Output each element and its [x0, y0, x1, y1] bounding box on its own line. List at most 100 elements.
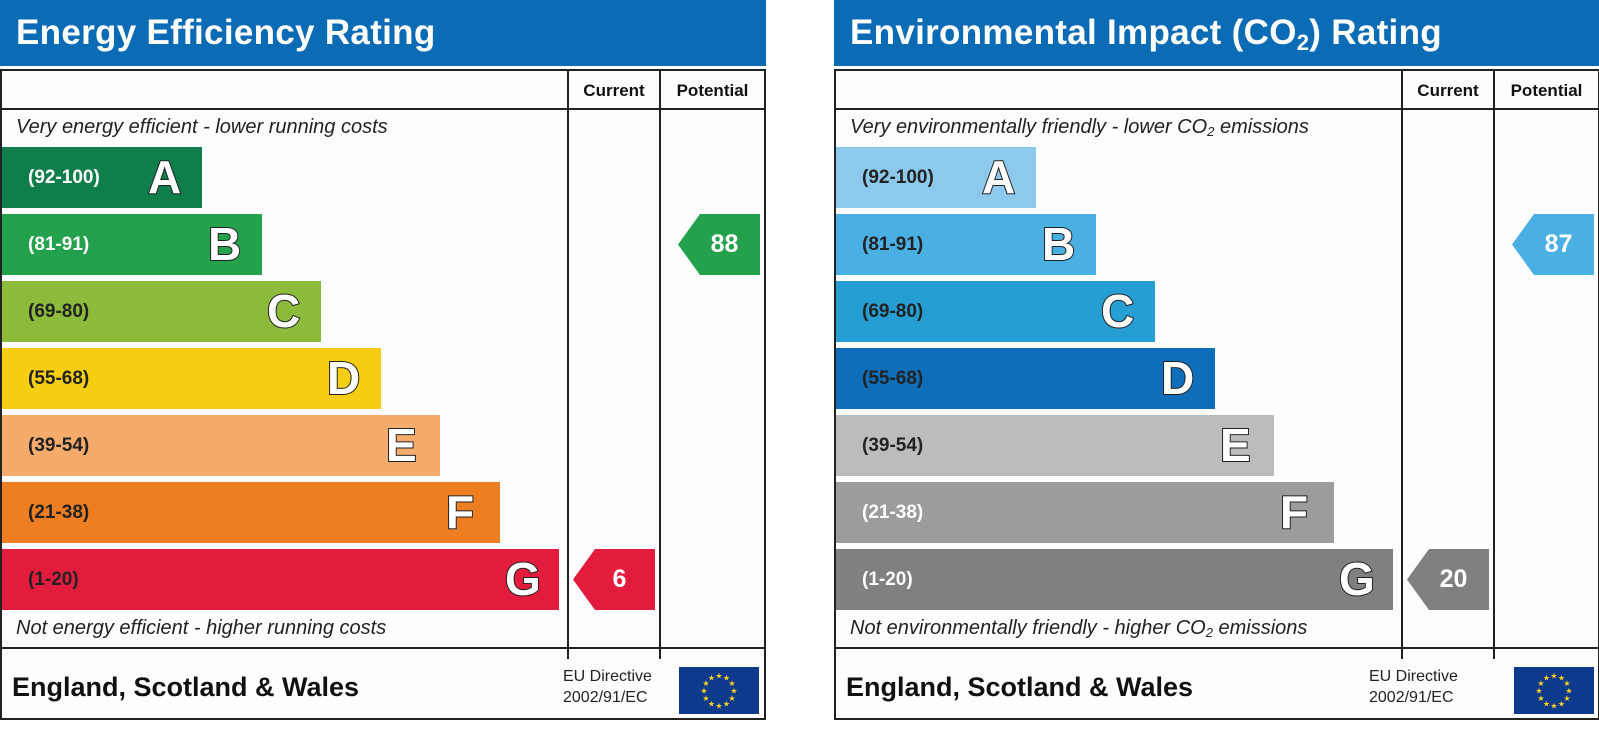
star-icon: ★	[1550, 702, 1557, 711]
star-icon: ★	[1550, 672, 1557, 681]
arrow-shape	[678, 214, 760, 275]
band-c: (69-80) C	[2, 281, 321, 342]
band-range-label: (92-100)	[28, 167, 100, 188]
band-range-label: (39-54)	[862, 435, 924, 456]
star-icon: ★	[702, 694, 709, 703]
band-letter: B	[207, 217, 242, 271]
arrow-value: 88	[710, 230, 739, 258]
potential-rating-arrow: 87	[1512, 214, 1594, 275]
star-icon: ★	[723, 699, 730, 708]
column-header-potential: Potential	[1510, 81, 1583, 100]
star-icon: ★	[723, 674, 730, 683]
star-icon: ★	[715, 672, 722, 681]
title-part-3: ) Rating	[1309, 13, 1442, 52]
band-range-label: (55-68)	[28, 368, 90, 389]
star-icon: ★	[708, 699, 715, 708]
eu-directive-line1: EU Directive	[563, 668, 652, 685]
band-letter: A	[147, 150, 182, 204]
band-letter: D	[326, 351, 361, 405]
band-f: (21-38) F	[836, 482, 1334, 543]
eu-directive-text: EU Directive 2002/91/EC	[563, 666, 652, 708]
caption-part-1: Not environmentally friendly - higher CO	[850, 617, 1206, 639]
eu-flag-icon: ★ ★ ★ ★ ★ ★ ★ ★ ★ ★ ★ ★	[1514, 667, 1594, 714]
arrow-shape	[1407, 549, 1489, 610]
column-divider-current	[567, 71, 569, 659]
eu-flag-icon: ★ ★ ★ ★ ★ ★ ★ ★ ★ ★ ★ ★	[679, 667, 759, 714]
band-range-label: (21-38)	[28, 502, 90, 523]
band-b: (81-91) B	[836, 214, 1096, 275]
band-letter: F	[445, 485, 475, 539]
header-divider	[836, 108, 1598, 110]
band-range-label: (81-91)	[28, 234, 90, 255]
band-letter: C	[266, 284, 301, 338]
band-a: (92-100) A	[2, 147, 202, 208]
band-range-label: (1-20)	[862, 569, 913, 590]
column-header-current: Current	[583, 81, 645, 100]
eu-stars: ★ ★★★★★★★★★★★	[1535, 672, 1572, 711]
band-range-label: (92-100)	[862, 167, 934, 188]
column-divider-potential	[659, 71, 661, 659]
band-e: (39-54) E	[2, 415, 440, 476]
eu-directive-text: EU Directive 2002/91/EC	[1369, 666, 1458, 708]
top-caption: Very energy efficient - lower running co…	[16, 116, 388, 138]
arrow-value: 20	[1439, 565, 1468, 593]
band-range-label: (81-91)	[862, 234, 924, 255]
footer-divider	[2, 647, 764, 649]
band-range-label: (1-20)	[28, 569, 79, 590]
band-range-label: (39-54)	[28, 435, 90, 456]
star-icon: ★	[1563, 694, 1570, 703]
caption-part-3: emissions	[1212, 617, 1308, 639]
footer-region-label: England, Scotland & Wales	[846, 672, 1194, 702]
bottom-caption: Not environmentally friendly - higher CO…	[850, 617, 1307, 640]
eu-directive-line1: EU Directive	[1369, 668, 1458, 685]
caption-subscript: 2	[1205, 625, 1213, 640]
star-icon: ★	[1563, 679, 1570, 688]
band-c: (69-80) C	[836, 281, 1155, 342]
band-d: (55-68) D	[2, 348, 381, 409]
caption-subscript: 2	[1207, 124, 1215, 139]
star-icon: ★	[1558, 674, 1565, 683]
band-g: (1-20) G	[836, 549, 1393, 610]
star-icon: ★	[702, 679, 709, 688]
bottom-caption: Not energy efficient - higher running co…	[16, 617, 387, 639]
star-icon: ★	[730, 687, 737, 696]
band-range-label: (55-68)	[862, 368, 924, 389]
band-range-label: (69-80)	[28, 301, 90, 322]
eu-directive-line2: 2002/91/EC	[563, 689, 648, 706]
band-letter: A	[981, 150, 1016, 204]
top-caption: Very environmentally friendly - lower CO…	[850, 116, 1309, 139]
star-icon: ★	[715, 702, 722, 711]
panel-title: Environmental Impact (CO2) Rating	[834, 0, 1599, 66]
arrow-shape	[573, 549, 655, 610]
environmental-impact-panel: Environmental Impact (CO2) Rating Curren…	[834, 0, 1599, 720]
title-subscript: 2	[1296, 30, 1310, 55]
header-divider	[2, 108, 764, 110]
star-icon: ★	[1543, 674, 1550, 683]
rating-frame: Current Potential Very environmentally f…	[834, 69, 1599, 720]
band-letter: B	[1041, 217, 1076, 271]
band-range-label: (21-38)	[862, 502, 924, 523]
band-letter: D	[1160, 351, 1195, 405]
star-icon: ★	[1537, 679, 1544, 688]
column-header-potential: Potential	[676, 81, 749, 100]
band-letter: E	[1219, 418, 1252, 472]
star-icon: ★	[1565, 687, 1572, 696]
caption-part-3: emissions	[1214, 116, 1309, 138]
band-letter: G	[1338, 552, 1376, 606]
star-icon: ★	[1535, 687, 1542, 696]
band-d: (55-68) D	[836, 348, 1215, 409]
column-divider-current	[1401, 71, 1403, 659]
star-icon: ★	[708, 674, 715, 683]
band-letter: F	[1279, 485, 1309, 539]
arrow-shape	[1512, 214, 1594, 275]
band-f: (21-38) F	[2, 482, 500, 543]
panel-title: Energy Efficiency Rating	[0, 0, 766, 66]
star-icon: ★	[1543, 699, 1550, 708]
band-a: (92-100) A	[836, 147, 1036, 208]
arrow-value: 87	[1544, 230, 1573, 258]
eu-directive-line2: 2002/91/EC	[1369, 689, 1454, 706]
arrow-value: 6	[612, 565, 627, 593]
star-icon: ★	[728, 694, 735, 703]
energy-efficiency-panel: Energy Efficiency Rating Current Potenti…	[0, 0, 766, 720]
footer-region-label: England, Scotland & Wales	[12, 672, 360, 702]
